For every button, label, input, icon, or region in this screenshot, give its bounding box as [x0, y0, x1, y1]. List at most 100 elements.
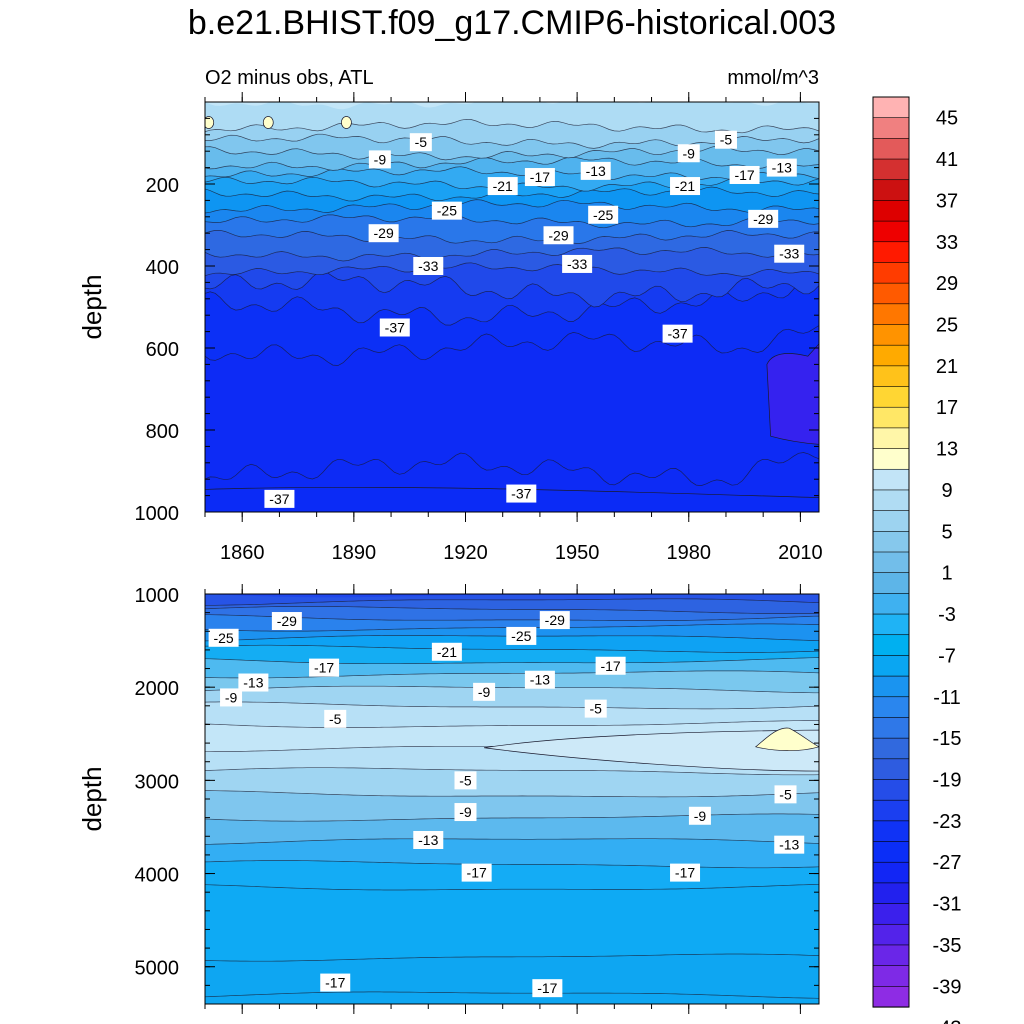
colorbar-label: 13 [936, 439, 958, 461]
colorbar-label: 37 [936, 190, 958, 212]
contour-label-text: -9 [683, 145, 696, 161]
colorbar: 45 41 37 33 29 25 21 17 13 9 5 1 -3 -7 -11 -15 -19 -23 -27… [872, 96, 962, 1024]
contour-label-box [409, 133, 432, 152]
contour-label-text: -5 [779, 786, 792, 802]
lower-panel-isoline [205, 670, 819, 679]
positive-patch [754, 727, 819, 752]
contour-label: -21 [431, 642, 462, 661]
contour-label: -5 [324, 709, 347, 728]
upper-panel-frame [204, 101, 820, 513]
x-tick-label: 1950 [555, 542, 600, 564]
colorbar-swatch [872, 138, 910, 160]
contour-label: -9 [368, 150, 391, 169]
lower-panel-isoline [205, 657, 819, 665]
contour-label-text: -29 [545, 612, 565, 628]
contour-label-box [413, 831, 444, 849]
colorbar-swatch [872, 262, 910, 284]
colorbar-label: 1 [941, 563, 952, 585]
contour-label-box [506, 484, 537, 503]
colorbar-label: -19 [933, 770, 962, 792]
contour-label-text: -33 [418, 258, 438, 274]
contour-label-box [748, 209, 779, 228]
contour-label: -29 [748, 209, 779, 228]
contour-label: -13 [580, 161, 611, 180]
x-tick-label: 1890 [332, 542, 377, 564]
contour-label-text: -5 [590, 701, 603, 717]
positive-patch [262, 116, 274, 129]
lower-panel-band [205, 594, 819, 598]
contour-label-box [208, 628, 239, 647]
contour-label: -25 [431, 201, 462, 220]
contour-label-box [595, 656, 626, 675]
contour-label: -9 [473, 682, 496, 701]
contour-label-box [774, 785, 797, 804]
contour-label: -25 [506, 626, 537, 645]
contour-label-text: -37 [269, 491, 289, 507]
contour-label-text: -13 [530, 672, 550, 688]
colorbar-label: -15 [933, 728, 962, 750]
contour-label-box [670, 863, 701, 882]
colorbar-swatch [872, 841, 910, 863]
contour-label-box [431, 201, 462, 220]
colorbar-swatch [872, 468, 910, 491]
lower-panel-isoline [205, 720, 819, 728]
colorbar-label: 5 [941, 521, 952, 543]
colorbar-swatch [872, 593, 910, 615]
contour-label: -5 [409, 133, 432, 152]
y-tick-label: 2000 [135, 678, 180, 700]
contour-label-box [670, 177, 701, 196]
contour-label-box [368, 224, 399, 243]
colorbar-swatch [872, 220, 910, 243]
colorbar-swatch [872, 675, 910, 698]
upper-panel-isoline [205, 229, 819, 244]
colorbar-swatch [872, 96, 910, 119]
contour-label: -13 [524, 670, 555, 689]
colorbar-swatch [872, 944, 910, 967]
contour-label: -37 [379, 318, 410, 337]
upper-panel-isoline [205, 271, 819, 308]
upper-panel-band [205, 102, 819, 110]
lower-panel-field: -29 -29 -25 -25 -21 -17 -17 -13 -13 -9 -9 -5 -5 -5 -5 -… [205, 594, 819, 1004]
contour-label-text: -13 [586, 163, 606, 179]
contour-label: -13 [413, 831, 444, 849]
positive-patch [205, 116, 215, 129]
lower-panel-isoline [205, 606, 819, 614]
colorbar-swatch [872, 200, 910, 222]
contour-label-box [580, 161, 611, 180]
contour-label-box [264, 489, 295, 508]
contour-label-text: -17 [325, 975, 345, 991]
contour-label-box [506, 626, 537, 645]
colorbar-label: -35 [933, 935, 962, 957]
colorbar-swatch [872, 779, 910, 801]
contour-label-text: -5 [329, 711, 342, 727]
panel-subtitle: O2 minus obs, ATL [205, 67, 374, 89]
contour-label-text: -37 [511, 486, 531, 502]
lower-panel-isoline [205, 790, 819, 798]
contour-label-text: -29 [277, 613, 297, 629]
upper-panel-isoline [205, 118, 819, 134]
contour-label-text: -29 [374, 225, 394, 241]
upper-panel-isoline [205, 262, 819, 277]
contour-label-box [454, 771, 477, 790]
contour-label-box [774, 835, 805, 854]
contour-label-box [238, 673, 269, 692]
y-tick-label: 1000 [135, 503, 180, 525]
positive-patch [341, 116, 352, 129]
contour-label-box [729, 165, 760, 184]
contour-label-text: -29 [753, 211, 773, 227]
colorbar-swatch [872, 531, 910, 553]
contour-label: -21 [670, 177, 701, 196]
contour-label-text: -33 [779, 246, 799, 262]
contour-label-box [524, 168, 555, 187]
contour-label-box [473, 682, 496, 701]
colorbar-label: 33 [936, 232, 958, 254]
contour-label-text: -9 [478, 684, 491, 700]
upper-panel-band [205, 102, 819, 133]
contour-label-box [774, 244, 805, 263]
contour-label-text: -13 [779, 837, 799, 853]
lower-panel-isoline [205, 860, 819, 869]
contour-label-text: -21 [493, 178, 513, 194]
upper-panel-isoline [205, 325, 819, 366]
contour-label-text: -5 [459, 772, 472, 788]
